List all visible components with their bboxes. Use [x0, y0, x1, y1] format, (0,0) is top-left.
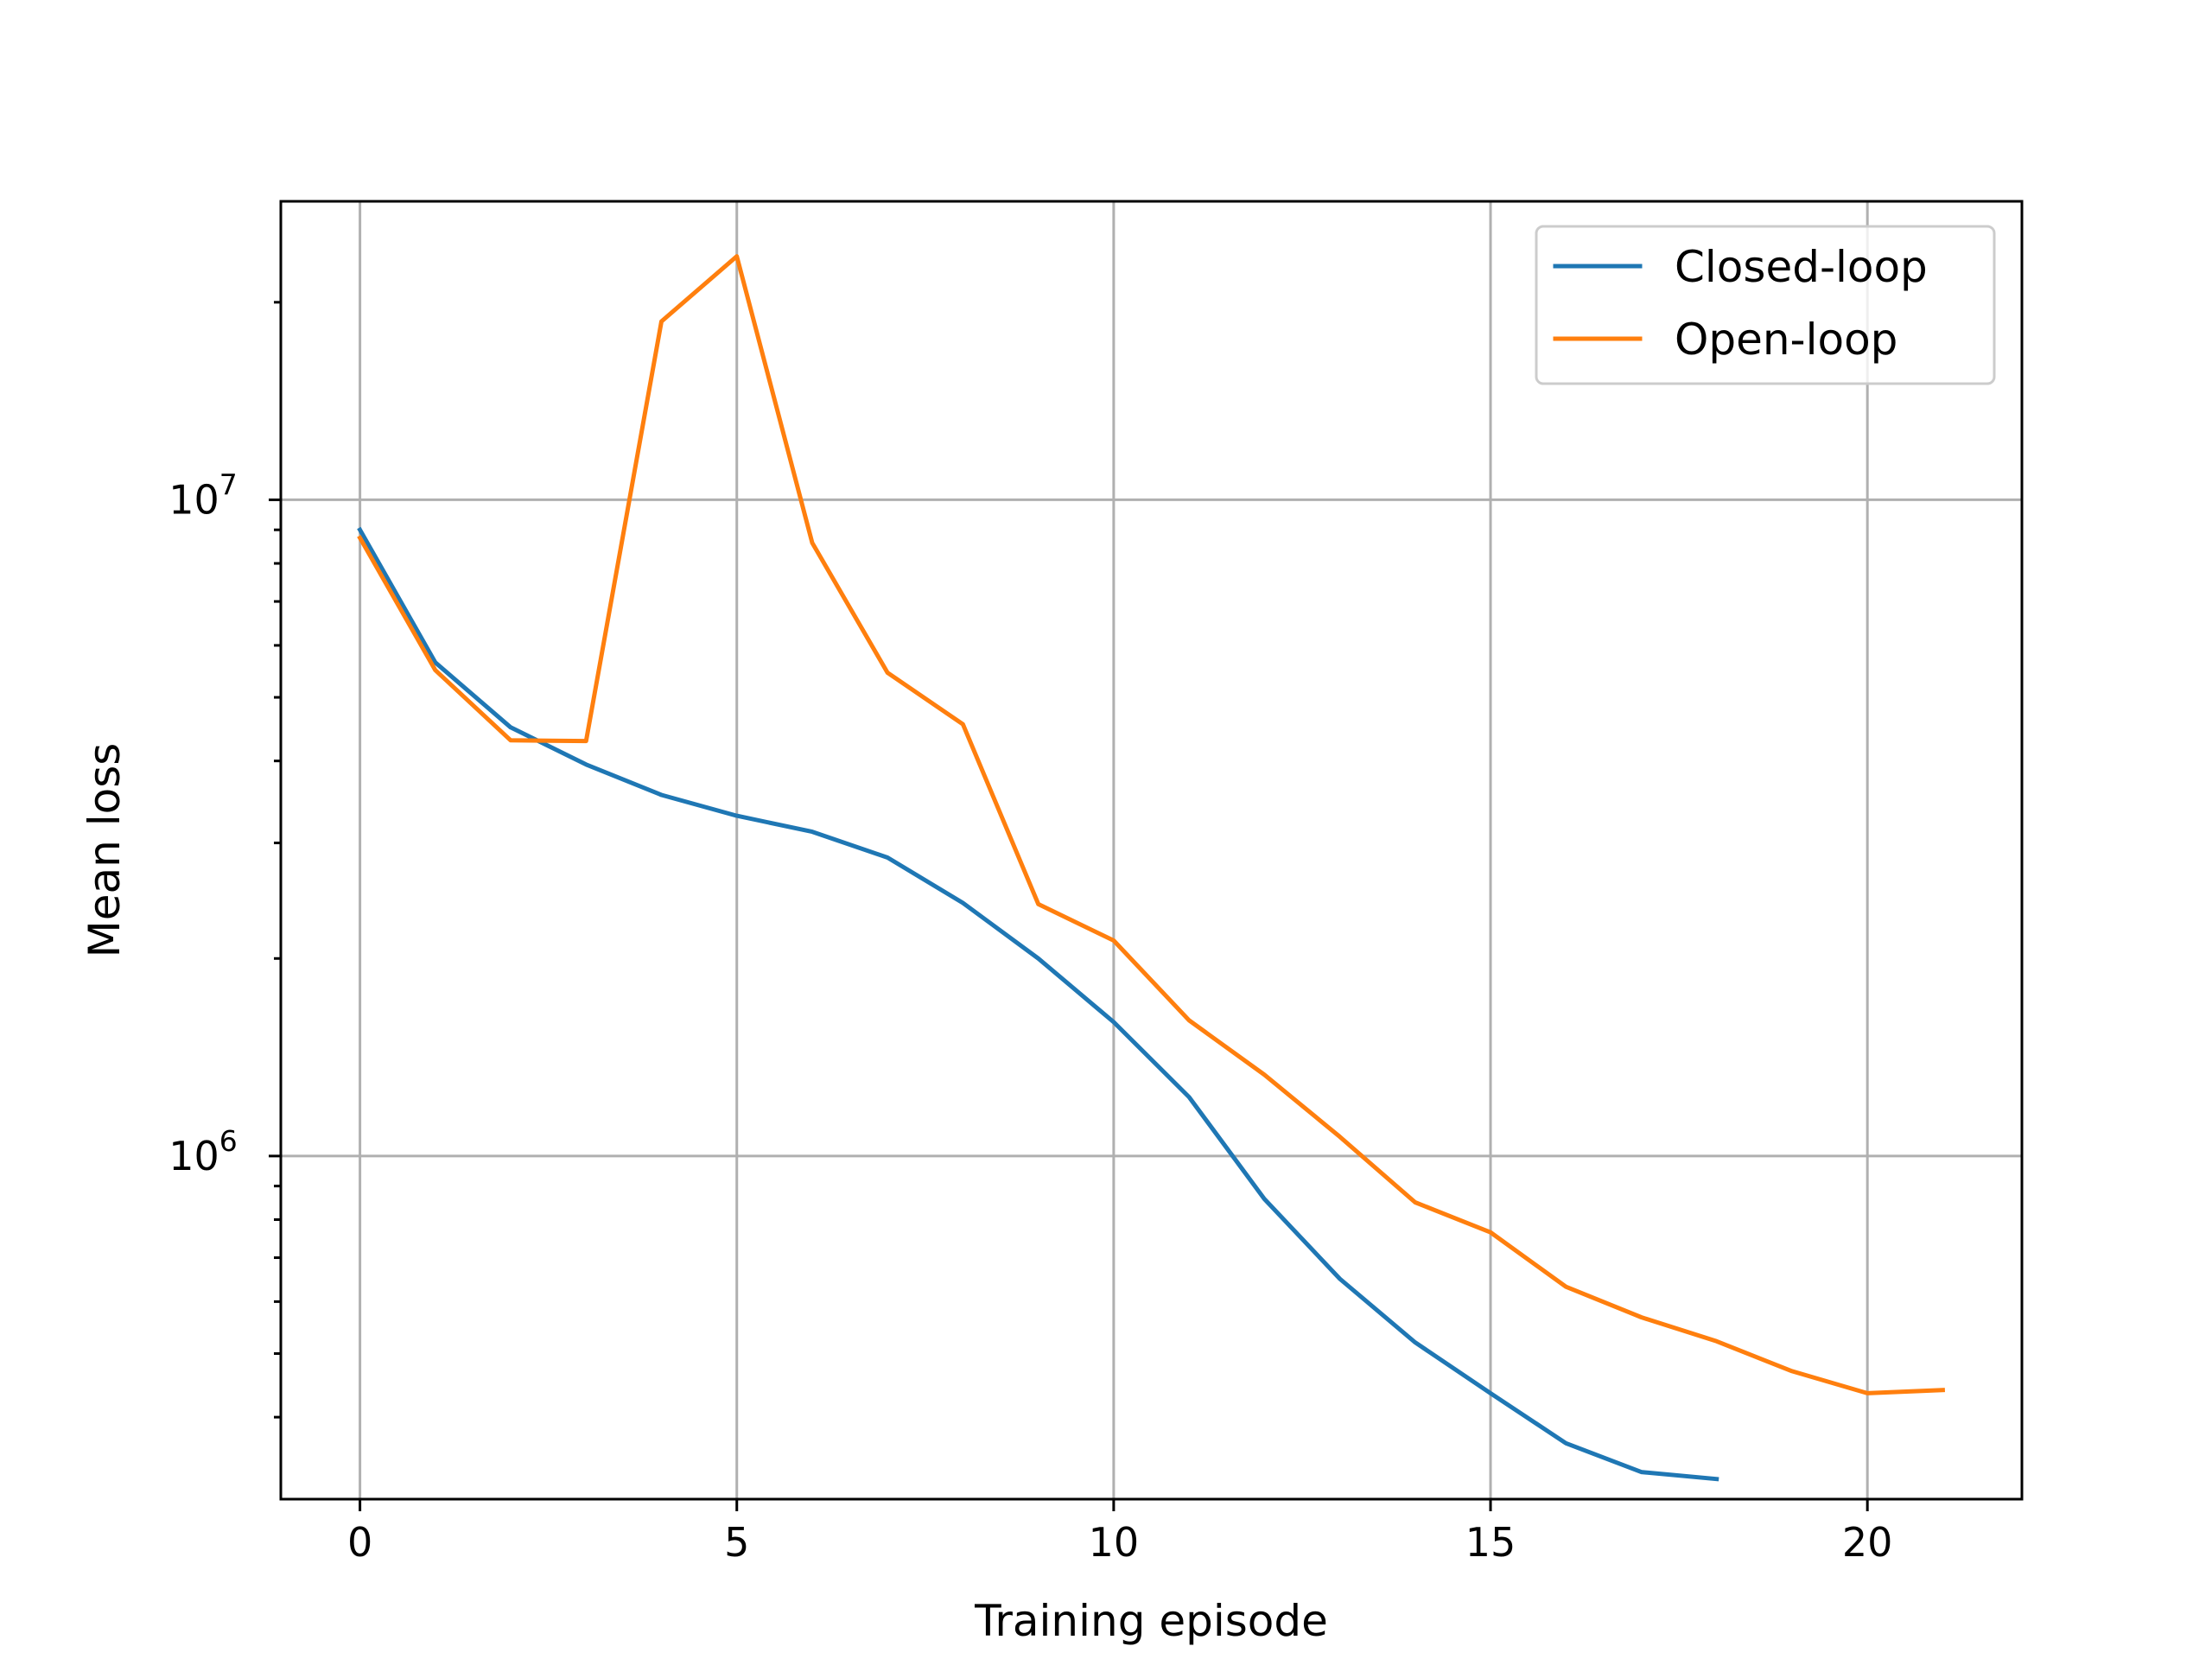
x-tick-label: 10	[1089, 1519, 1140, 1566]
x-tick-label: 0	[347, 1519, 372, 1566]
y-tick-label: 107	[168, 467, 238, 523]
series-lines	[357, 254, 1946, 1482]
x-axis-ticks: 0 5 10 15 20	[347, 1499, 1893, 1566]
x-axis-label: Training episode	[974, 1596, 1328, 1646]
series-line-closed-loop	[357, 526, 1719, 1482]
x-tick-label: 15	[1465, 1519, 1516, 1566]
y-tick-label: 106	[168, 1124, 238, 1179]
legend-label-closed-loop: Closed-loop	[1675, 242, 1928, 292]
x-tick-label: 20	[1842, 1519, 1893, 1566]
legend-label-open-loop: Open-loop	[1675, 315, 1897, 365]
y-tick-exponent: 7	[219, 467, 238, 501]
legend-box	[1535, 225, 1996, 385]
series-line-open-loop	[357, 254, 1946, 1395]
legend: Closed-loop Open-loop	[1535, 225, 1996, 385]
x-tick-label: 5	[724, 1519, 749, 1566]
y-tick-exponent: 6	[219, 1124, 238, 1158]
y-tick-base: 10	[168, 1133, 219, 1179]
plot-frame	[279, 200, 2024, 1501]
y-tick-base: 10	[168, 476, 219, 523]
grid	[281, 201, 2022, 1499]
y-axis-label: Mean loss	[79, 743, 130, 958]
